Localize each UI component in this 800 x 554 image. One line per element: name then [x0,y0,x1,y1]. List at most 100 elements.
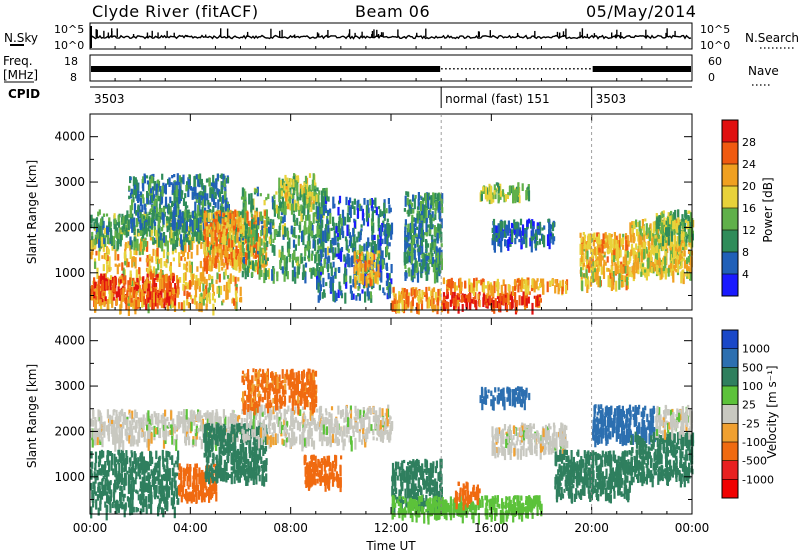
range-cell [223,252,227,259]
range-cell [689,268,692,274]
range-cell [350,255,353,268]
range-cell [633,259,636,267]
range-cell [372,199,375,205]
range-cell [165,263,168,268]
range-cell [149,178,152,190]
range-cell [226,262,229,270]
range-cell [410,206,413,214]
range-cell [235,259,238,271]
range-cell [141,183,144,189]
range-cell [298,225,301,230]
range-cell [412,217,415,222]
range-cell [630,225,633,229]
range-cell [203,289,207,297]
range-cell [349,275,352,284]
range-cell [172,239,175,251]
range-cell [215,279,218,284]
range-cell [301,185,304,195]
range-cell [501,230,504,238]
range-cell [173,193,176,204]
range-cell [550,224,553,229]
range-cell [142,292,145,305]
range-cell [524,293,527,298]
range-cell [295,256,298,263]
range-cell [195,231,198,242]
range-cell [157,216,160,228]
range-cell [332,252,335,260]
range-cell [457,303,460,314]
range-cell [101,274,104,286]
range-cell [283,223,286,230]
range-cell [307,191,310,198]
range-cell [360,228,363,232]
range-cell [542,284,545,295]
range-cell [356,236,359,243]
range-cell [160,258,163,269]
range-cell [622,233,625,240]
range-cell [137,211,140,218]
freq-trace [91,66,691,72]
range-cell [358,293,361,301]
range-cell [311,224,314,234]
nave-dot [589,68,591,70]
range-cell [421,289,424,300]
range-cell [182,246,185,257]
range-cell [418,290,421,302]
range-cell [163,261,166,267]
range-cell [320,233,323,239]
power-ylabel: Slant Range [km] [25,160,39,264]
range-cell [301,230,304,243]
range-cell [346,224,349,236]
range-cell [520,278,523,288]
range-cell [104,296,107,302]
range-cell [433,242,436,251]
range-cell [359,253,362,262]
range-cell [362,218,366,226]
range-cell [209,254,212,262]
range-cell [420,240,423,247]
range-cell [128,285,131,289]
range-cell [622,275,625,287]
range-cell [353,234,356,245]
range-cell [512,194,515,204]
range-cell [316,206,320,219]
range-cell [219,251,222,260]
range-cell [401,300,404,313]
range-cell [253,224,256,231]
range-cell [600,239,604,246]
range-cell [180,190,183,199]
range-cell [250,234,253,246]
range-cell [618,278,621,290]
range-cell [194,288,198,298]
range-cell [266,257,269,261]
range-cell [182,272,186,284]
range-cell [154,239,157,244]
range-cell [644,269,647,273]
range-cell [150,226,153,236]
range-cell [659,259,662,266]
range-cell [195,174,198,180]
range-cell [149,208,153,212]
range-cell [588,262,591,273]
range-cell [496,283,499,291]
range-cell [664,223,667,229]
nave-dot [481,68,483,70]
range-cell [95,217,99,229]
range-cell [325,282,328,287]
range-cell [231,213,234,222]
range-cell [458,293,461,298]
range-cell [434,266,437,271]
range-cell [425,255,428,261]
range-cell [219,285,223,295]
range-cell [425,217,428,223]
range-cell [127,219,130,230]
nave-dot [509,68,511,70]
range-cell [333,271,337,276]
range-cell [156,291,159,296]
range-cell [320,195,324,207]
range-cell [99,225,102,236]
range-cell [133,225,136,232]
range-cell [288,191,291,199]
range-cell [187,302,190,309]
range-cell [216,252,219,263]
